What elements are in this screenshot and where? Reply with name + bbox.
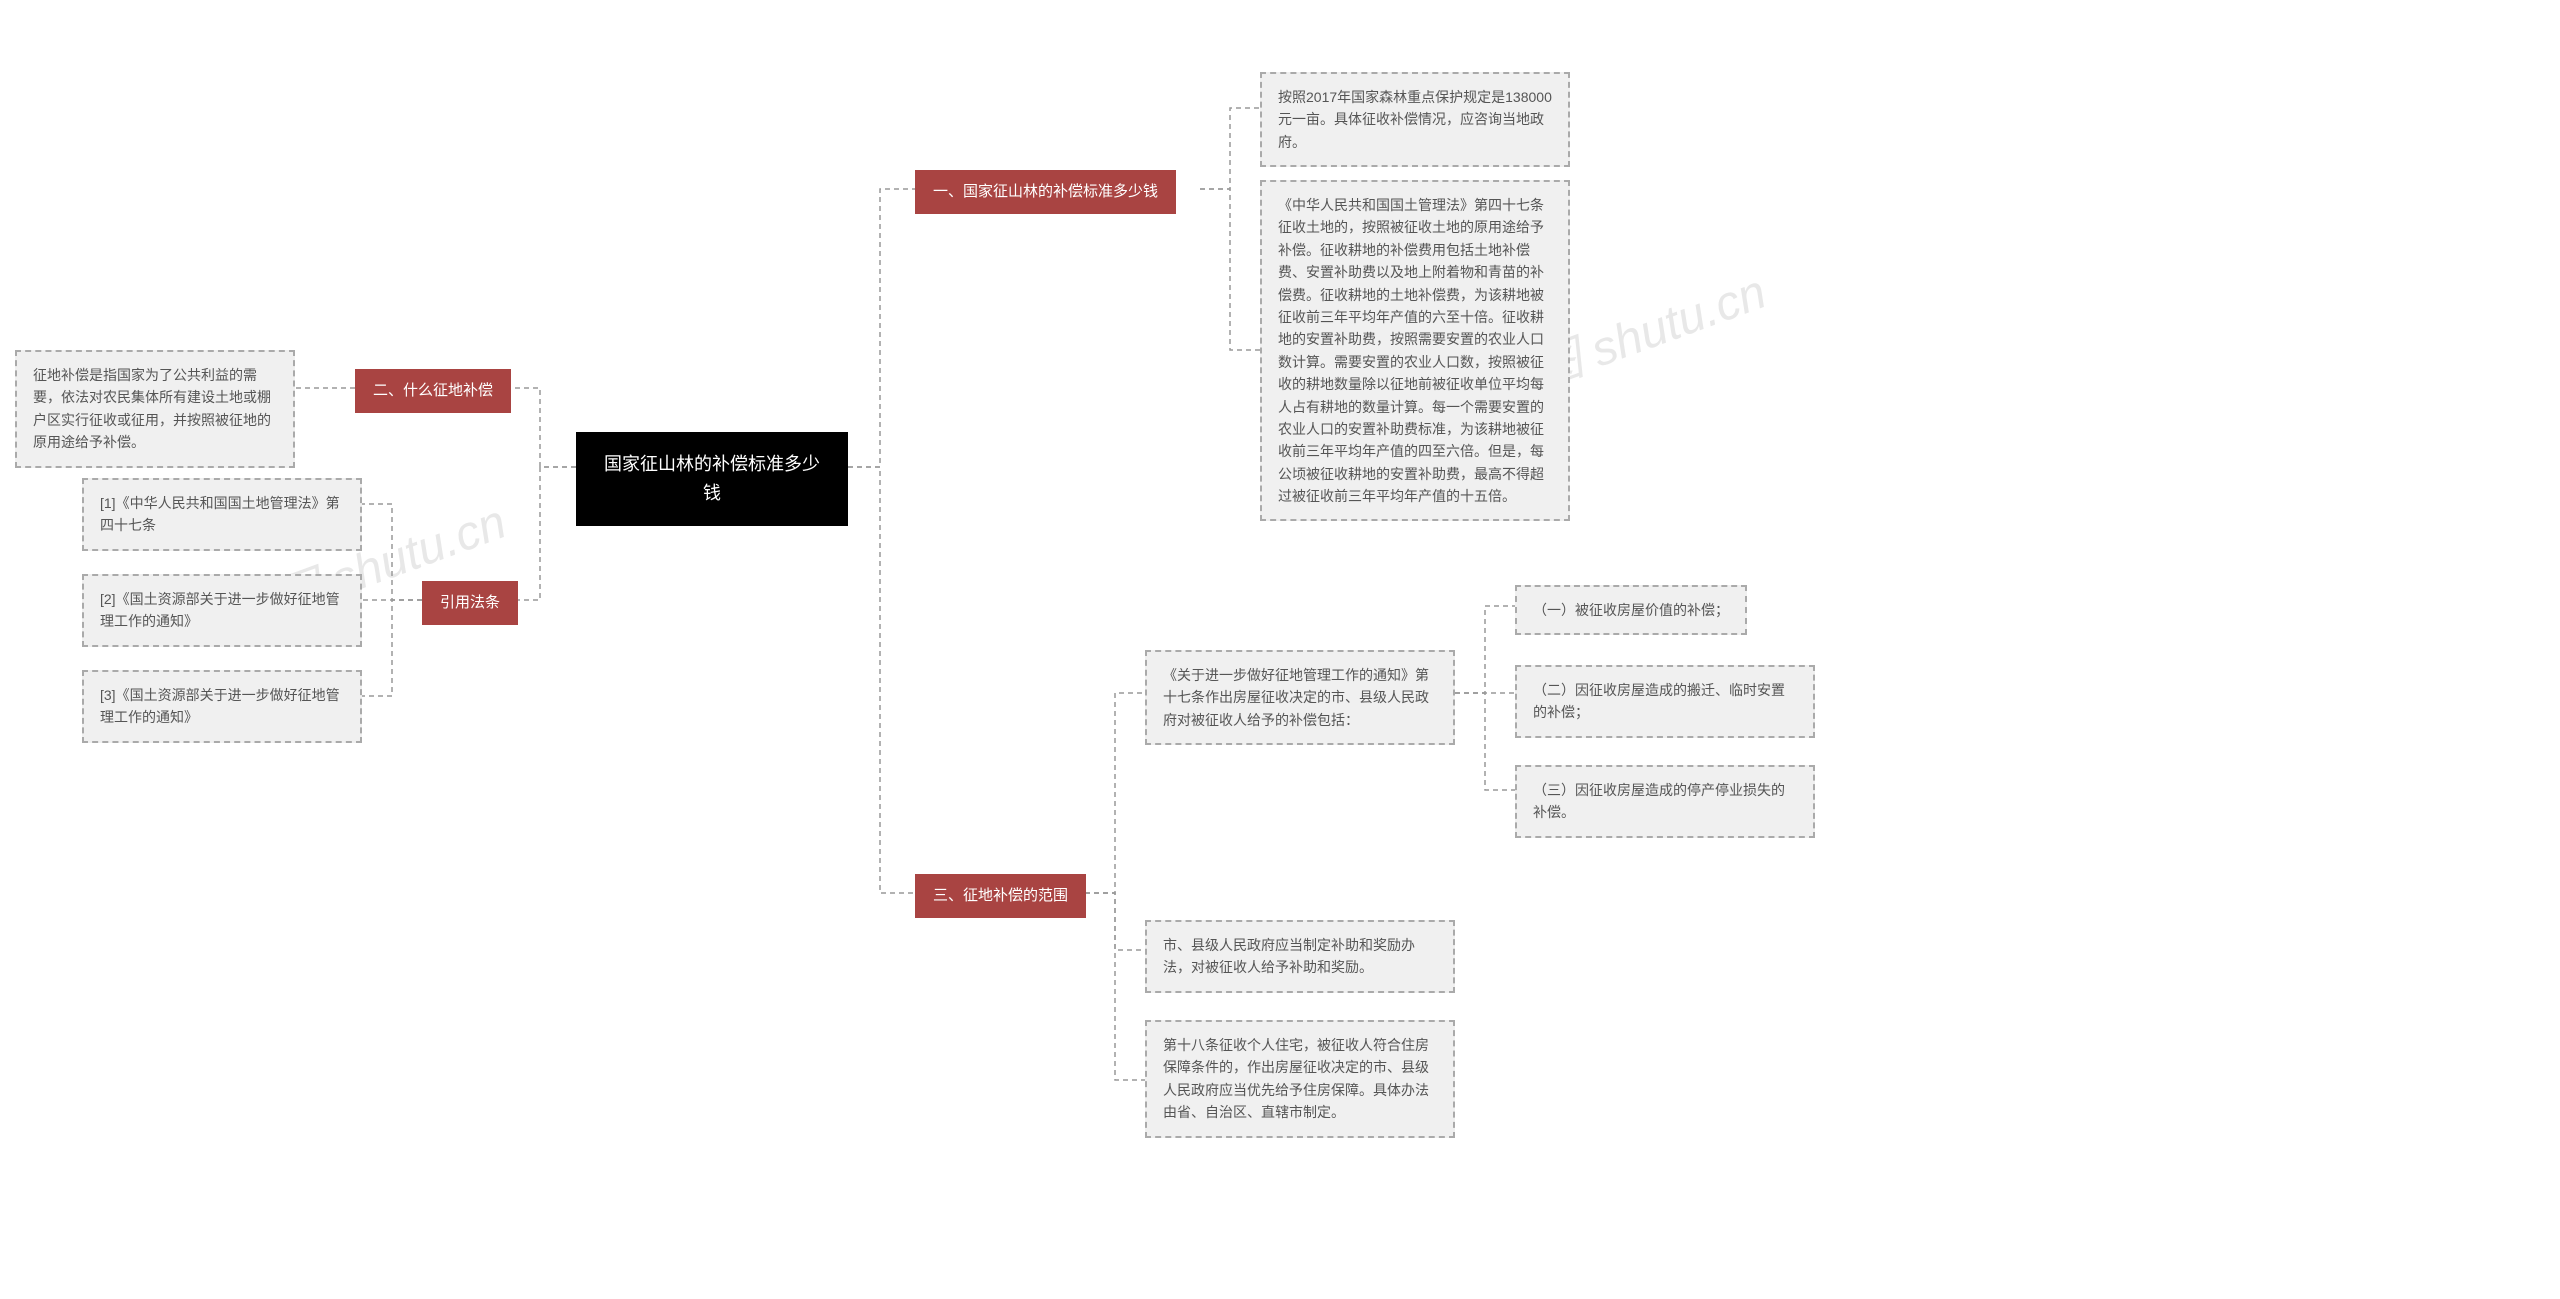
branch-section-1: 一、国家征山林的补偿标准多少钱	[915, 170, 1176, 214]
leaf-b3-1-1: （一）被征收房屋价值的补偿；	[1515, 585, 1747, 635]
root-node: 国家征山林的补偿标准多少钱	[576, 432, 848, 526]
leaf-b3-1-2: （二）因征收房屋造成的搬迁、临时安置的补偿；	[1515, 665, 1815, 738]
leaf-b1-1: 按照2017年国家森林重点保护规定是138000元一亩。具体征收补偿情况，应咨询…	[1260, 72, 1570, 167]
leaf-b2-1: 征地补偿是指国家为了公共利益的需要，依法对农民集体所有建设土地或棚户区实行征收或…	[15, 350, 295, 468]
leaf-b3-3: 第十八条征收个人住宅，被征收人符合住房保障条件的，作出房屋征收决定的市、县级人民…	[1145, 1020, 1455, 1138]
leaf-b4-1: [1]《中华人民共和国国土地管理法》第四十七条	[82, 478, 362, 551]
leaf-b3-2: 市、县级人民政府应当制定补助和奖励办法，对被征收人给予补助和奖励。	[1145, 920, 1455, 993]
branch-section-3: 三、征地补偿的范围	[915, 874, 1086, 918]
leaf-b4-3: [3]《国土资源部关于进一步做好征地管理工作的通知》	[82, 670, 362, 743]
leaf-b1-2: 《中华人民共和国国土管理法》第四十七条征收土地的，按照被征收土地的原用途给予补偿…	[1260, 180, 1570, 521]
branch-references: 引用法条	[422, 581, 518, 625]
branch-section-2: 二、什么征地补偿	[355, 369, 511, 413]
leaf-b3-1: 《关于进一步做好征地管理工作的通知》第十七条作出房屋征收决定的市、县级人民政府对…	[1145, 650, 1455, 745]
leaf-b3-1-3: （三）因征收房屋造成的停产停业损失的补偿。	[1515, 765, 1815, 838]
leaf-b4-2: [2]《国土资源部关于进一步做好征地管理工作的通知》	[82, 574, 362, 647]
